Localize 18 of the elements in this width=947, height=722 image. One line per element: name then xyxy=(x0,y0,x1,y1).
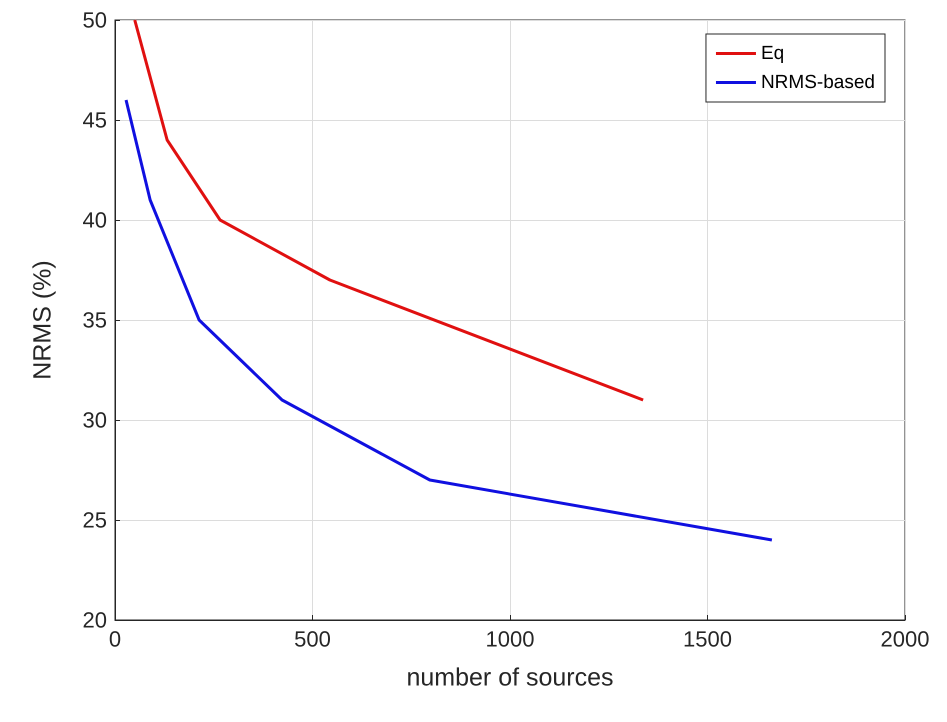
x-axis-title: number of sources xyxy=(406,664,614,692)
line-series xyxy=(133,18,645,402)
x-tick-label: 500 xyxy=(294,626,331,652)
x-tick-label: 1000 xyxy=(486,626,534,652)
legend-label: NRMS-based xyxy=(760,72,876,93)
x-tick-label: 2000 xyxy=(880,626,930,652)
x-tick-label: 1500 xyxy=(683,626,732,652)
y-tick-label: 25 xyxy=(82,508,107,532)
y-tick-label: 30 xyxy=(82,408,107,432)
y-axis-title: NRMS (%) xyxy=(28,260,56,380)
y-tick-label: 50 xyxy=(82,8,107,32)
y-tick-label: 40 xyxy=(82,208,107,232)
y-tick-label: 20 xyxy=(82,608,107,632)
y-tick-label: 45 xyxy=(82,108,107,132)
x-tick-label: 0 xyxy=(108,626,122,652)
line-series xyxy=(124,98,774,542)
legend-label: Eq xyxy=(760,43,784,64)
y-tick-label: 35 xyxy=(82,308,107,332)
